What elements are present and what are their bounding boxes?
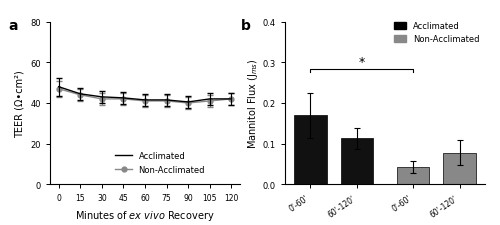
Y-axis label: Mannitol Flux (J$_{ms}$): Mannitol Flux (J$_{ms}$) (246, 58, 260, 149)
Bar (340, 139, 374, 184)
Legend: Acclimated, Non-Acclimated: Acclimated, Non-Acclimated (390, 18, 483, 47)
Bar (396, 167, 430, 184)
Text: *: * (358, 56, 365, 69)
Text: a: a (8, 19, 18, 33)
Legend: Acclimated, Non-Acclimated: Acclimated, Non-Acclimated (112, 148, 208, 177)
Bar (444, 153, 476, 184)
X-axis label: Minutes of $\it{ex\ vivo}$ Recovery: Minutes of $\it{ex\ vivo}$ Recovery (75, 208, 215, 222)
Text: b: b (241, 19, 251, 33)
Bar (294, 116, 326, 184)
X-axis label: Period of $\it{ex\ vivo}$ Recovery: Period of $\it{ex\ vivo}$ Recovery (319, 224, 451, 225)
Y-axis label: TEER (Ω•cm²): TEER (Ω•cm²) (15, 70, 25, 137)
